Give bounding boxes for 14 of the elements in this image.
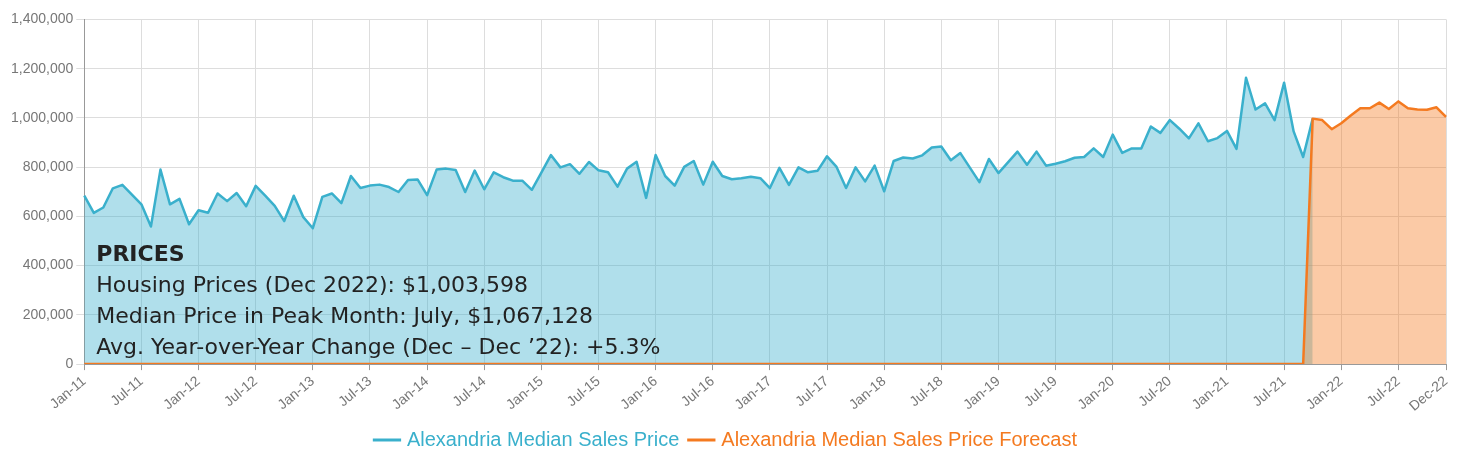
annotation: Avg. Year-over-Year Change (Dec – Dec ’22): +5.3% (96, 334, 661, 360)
y-tick-label: 400,000 (22, 256, 74, 273)
y-tick-label: 0 (65, 354, 74, 371)
y-tick-label: 1,000,000 (10, 108, 74, 125)
y-tick-label: 1,400,000 (10, 10, 74, 27)
y-tick-label: 200,000 (22, 305, 74, 322)
y-tick-label: 1,200,000 (10, 59, 74, 76)
y-tick-label: 600,000 (22, 207, 74, 224)
annotation: PRICES (96, 241, 185, 267)
legend-label: Alexandria Median Sales Price Forecast (721, 427, 1078, 450)
annotation: Median Price in Peak Month: July, $1,067,128 (96, 303, 594, 329)
annotation: Housing Prices (Dec 2022): $1,003,598 (96, 272, 528, 298)
y-tick-label: 800,000 (22, 158, 74, 174)
legend-label: Alexandria Median Sales Price (406, 427, 680, 450)
